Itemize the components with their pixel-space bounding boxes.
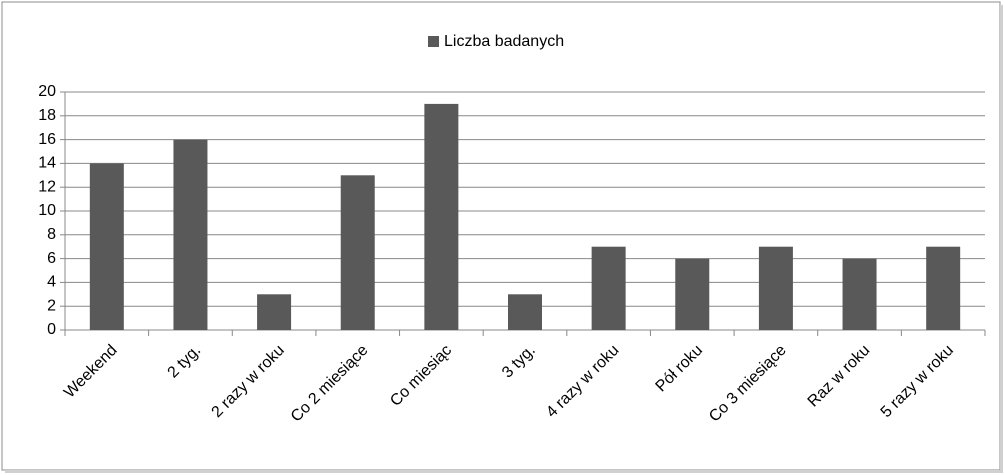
y-tick-label: 6 (47, 250, 56, 267)
y-tick-label: 4 (47, 274, 56, 291)
bar (842, 258, 877, 330)
y-tick-label: 16 (38, 131, 56, 148)
legend-label: Liczba badanych (444, 33, 564, 50)
y-tick-label: 20 (38, 83, 56, 100)
y-tick-label: 10 (38, 202, 56, 219)
bar (173, 139, 208, 330)
bar (591, 246, 626, 330)
bar (508, 294, 542, 330)
bar (257, 294, 292, 330)
bar (758, 246, 793, 330)
y-tick-label: 14 (38, 155, 56, 172)
bar (926, 246, 961, 330)
bar (340, 175, 375, 330)
bar (675, 258, 710, 330)
y-tick-label: 0 (47, 321, 56, 338)
bar (89, 163, 124, 330)
y-tick-label: 8 (47, 226, 56, 243)
bar (424, 103, 459, 331)
y-tick-label: 12 (38, 178, 56, 195)
legend-swatch (428, 36, 439, 47)
shadow (5, 470, 1003, 473)
y-tick-label: 18 (38, 107, 56, 124)
y-tick-label: 2 (47, 297, 56, 314)
shadow (1000, 5, 1003, 473)
